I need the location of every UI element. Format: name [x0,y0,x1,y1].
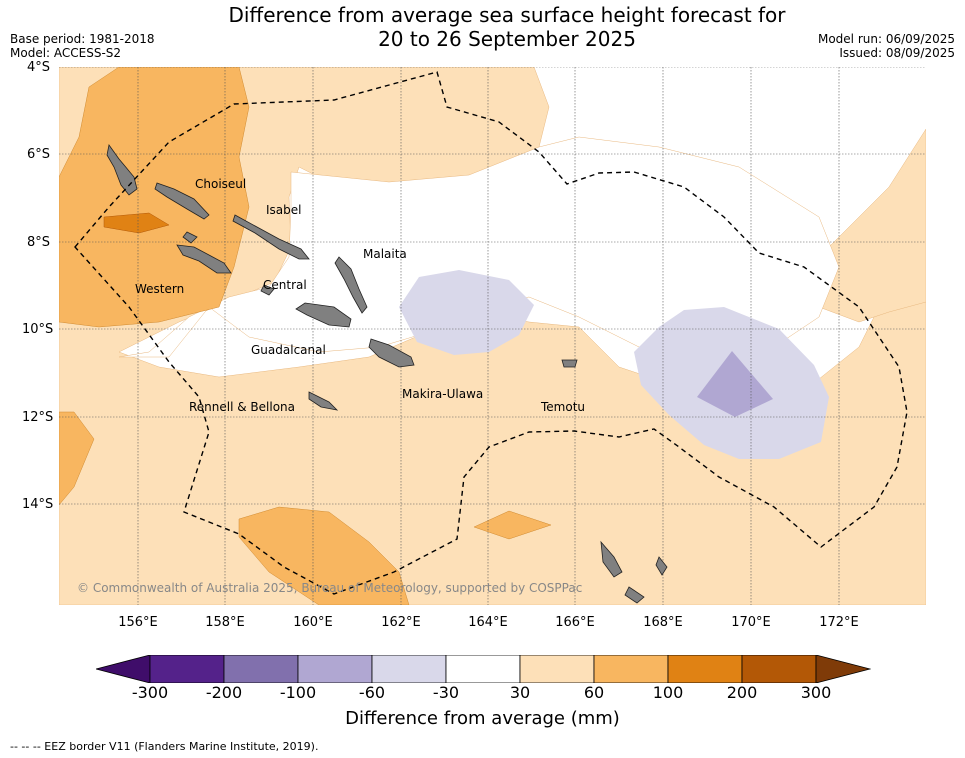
label-guadalcanal: Guadalcanal [251,343,326,357]
lon-label-166e: 166°E [555,615,595,630]
lon-label-156e: 156°E [118,615,158,630]
colorbar-swatch [297,655,373,683]
map-title: Difference from average sea surface heig… [0,3,965,51]
title-line-2: 20 to 26 September 2025 [378,27,636,51]
label-choiseul: Choiseul [195,177,246,191]
lon-label-172e: 172°E [819,615,859,630]
sea-level-map: Choiseul Isabel Malaita Western Central … [59,67,926,605]
colorbar-label: Difference from average (mm) [345,708,620,729]
colorbar-tick: 100 [652,683,684,702]
eez-footnote: -- -- -- EEZ border V11 (Flanders Marine… [10,740,319,753]
contour-neg30-neg60-central [399,270,534,355]
graticule [59,67,926,605]
lat-label-12s: 12°S [22,410,54,425]
lon-label-168e: 168°E [643,615,683,630]
colorbar-swatch [149,655,225,683]
eez-border [74,71,908,595]
label-isabel: Isabel [266,203,301,217]
issued-date: Issued: 08/09/2025 [839,46,955,60]
colorbar-swatch [445,655,521,683]
lat-label-4s: 4°S [27,60,51,75]
lon-label-164e: 164°E [468,615,508,630]
colorbar-extend-low [96,655,151,683]
colorbar-tick: -60 [358,683,386,702]
contour-60-100-south [473,510,552,540]
base-period: Base period: 1981-2018 [10,32,155,46]
colorbar-tick: -30 [432,683,460,702]
label-temotu: Temotu [540,400,585,414]
colorbar-tick: 200 [726,683,758,702]
colorbar-tick: -300 [131,683,169,702]
colorbar-swatch [741,655,817,683]
lon-label-170e: 170°E [731,615,771,630]
copyright-notice: © Commonwealth of Australia 2025, Bureau… [77,581,582,595]
label-rennell-bellona: Rennell & Bellona [189,400,295,414]
colorbar-tick: 300 [800,683,832,702]
model-name: Model: ACCESS-S2 [10,46,122,60]
colorbar [96,655,871,683]
lat-label-14s: 14°S [22,497,54,512]
label-malaita: Malaita [363,247,407,261]
land-masses [106,144,668,604]
colorbar-swatch [223,655,299,683]
label-central: Central [263,278,307,292]
colorbar-swatch [519,655,595,683]
contour-100-200 [103,212,170,234]
lat-label-6s: 6°S [27,147,51,162]
lon-label-160e: 160°E [293,615,333,630]
colorbar-swatch [593,655,669,683]
meta-right: Model run: 06/09/2025 Issued: 08/09/2025 [818,32,955,60]
title-line-1: Difference from average sea surface heig… [228,3,786,27]
lon-label-162e: 162°E [381,615,421,630]
colorbar-swatch [667,655,743,683]
colorbar-swatch [371,655,447,683]
label-western: Western [135,282,184,296]
colorbar-tick: 60 [583,683,605,702]
colorbar-extend-high [815,655,871,683]
label-makira-ulawa: Makira-Ulawa [402,387,483,401]
model-run: Model run: 06/09/2025 [817,32,955,46]
colorbar-tick: -200 [205,683,243,702]
colorbar-tick: -100 [279,683,317,702]
contour-60-100-sw [238,506,410,605]
lat-label-10s: 10°S [22,322,54,337]
lon-label-158e: 158°E [205,615,245,630]
contour-60-100-edge [59,411,95,506]
lat-label-8s: 8°S [27,235,51,250]
contour-neg60-neg100 [697,351,773,417]
meta-left: Base period: 1981-2018 Model: ACCESS-S2 [10,32,155,60]
colorbar-tick: 30 [509,683,531,702]
